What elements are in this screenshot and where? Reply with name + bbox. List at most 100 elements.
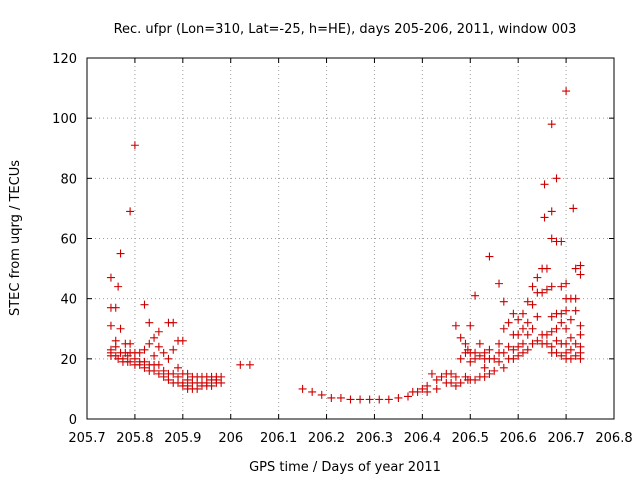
- data-point: [150, 366, 159, 375]
- data-point: [471, 291, 480, 300]
- y-axis-label: STEC from uqrg / TECUs: [8, 160, 23, 316]
- data-point: [569, 204, 578, 213]
- data-point: [116, 249, 125, 258]
- data-point: [552, 324, 561, 333]
- data-point: [533, 273, 542, 282]
- data-point: [154, 369, 163, 378]
- data-point: [236, 360, 245, 369]
- data-point: [571, 294, 580, 303]
- data-point: [540, 213, 549, 222]
- data-point: [566, 354, 575, 363]
- x-tick-label: 206.2: [308, 431, 345, 446]
- data-point: [557, 351, 566, 360]
- data-point: [576, 330, 585, 339]
- data-point: [154, 360, 163, 369]
- data-point: [135, 360, 144, 369]
- data-point: [159, 348, 168, 357]
- data-point: [514, 342, 523, 351]
- data-point: [523, 330, 532, 339]
- data-point: [298, 384, 307, 393]
- data-point: [562, 87, 571, 96]
- data-point: [432, 384, 441, 393]
- data-point: [566, 345, 575, 354]
- data-point: [451, 321, 460, 330]
- data-point: [140, 363, 149, 372]
- data-point: [547, 234, 556, 243]
- data-point: [164, 354, 173, 363]
- x-tick-label: 205.8: [116, 431, 153, 446]
- data-point: [576, 321, 585, 330]
- data-point: [106, 273, 115, 282]
- data-point: [566, 333, 575, 342]
- data-point: [495, 339, 504, 348]
- data-point: [140, 345, 149, 354]
- data-point: [523, 345, 532, 354]
- x-tick-label: 206.5: [452, 431, 489, 446]
- data-point: [217, 378, 226, 387]
- y-tick-label: 40: [60, 293, 77, 308]
- data-point: [456, 333, 465, 342]
- data-point: [159, 372, 168, 381]
- data-point: [145, 339, 154, 348]
- y-tick-label: 20: [60, 353, 77, 368]
- x-tick-label: 206.1: [260, 431, 297, 446]
- data-point: [169, 369, 178, 378]
- data-point: [475, 351, 484, 360]
- data-point: [542, 330, 551, 339]
- data-point: [552, 174, 561, 183]
- data-point: [106, 321, 115, 330]
- x-tick-label: 205.7: [68, 431, 105, 446]
- data-point: [471, 375, 480, 384]
- data-point: [317, 390, 326, 399]
- y-tick-labels: 0 20 40 60 80 100 120: [52, 52, 77, 428]
- data-point: [423, 387, 432, 396]
- data-point: [413, 387, 422, 396]
- data-point: [461, 339, 470, 348]
- data-point: [375, 395, 384, 404]
- x-tick-label: 206.8: [595, 431, 632, 446]
- data-point: [308, 387, 317, 396]
- data-point: [466, 321, 475, 330]
- data-point: [518, 324, 527, 333]
- data-point: [562, 279, 571, 288]
- x-tick-label: 206.4: [404, 431, 441, 446]
- data-point: [528, 300, 537, 309]
- data-point: [403, 392, 412, 401]
- data-point: [418, 384, 427, 393]
- data-point: [518, 309, 527, 318]
- data-point: [514, 351, 523, 360]
- x-tick-label: 206.6: [500, 431, 537, 446]
- data-point: [169, 318, 178, 327]
- data-point: [471, 354, 480, 363]
- data-point: [126, 357, 135, 366]
- data-point: [336, 393, 345, 402]
- data-point: [111, 342, 120, 351]
- x-tick-label: 205.9: [164, 431, 201, 446]
- y-tick-label: 80: [60, 172, 77, 187]
- data-point: [552, 348, 561, 357]
- data-point: [193, 384, 202, 393]
- data-point: [562, 339, 571, 348]
- data-point: [514, 315, 523, 324]
- data-point: [542, 285, 551, 294]
- data-points: [106, 87, 585, 404]
- data-point: [540, 180, 549, 189]
- data-point: [150, 351, 159, 360]
- x-tick-label: 206: [218, 431, 243, 446]
- y-tick-label: 120: [52, 52, 77, 67]
- data-point: [552, 336, 561, 345]
- data-point: [495, 279, 504, 288]
- data-point: [499, 348, 508, 357]
- data-point: [571, 306, 580, 315]
- axis-ticks: [86, 57, 615, 420]
- data-point: [427, 369, 436, 378]
- data-point: [509, 354, 518, 363]
- data-point: [547, 282, 556, 291]
- data-point: [245, 360, 254, 369]
- chart-title: Rec. ufpr (Lon=310, Lat=-25, h=HE), days…: [114, 22, 577, 37]
- data-point: [547, 120, 556, 129]
- data-point: [451, 381, 460, 390]
- data-point: [547, 312, 556, 321]
- data-point: [514, 330, 523, 339]
